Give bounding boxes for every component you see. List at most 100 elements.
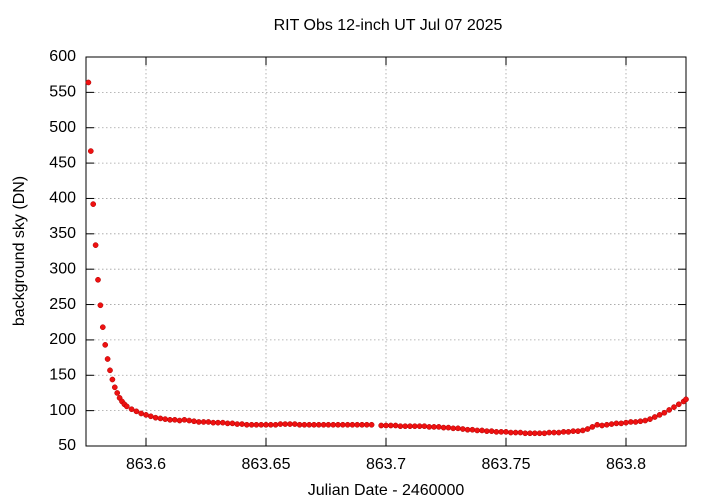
data-point [311, 421, 317, 428]
data-point [527, 430, 533, 437]
data-point [536, 430, 543, 437]
data-point [167, 416, 173, 423]
data-point [200, 419, 207, 425]
data-point [411, 423, 418, 430]
data-point [239, 421, 245, 427]
data-point [282, 421, 289, 427]
data-point [191, 418, 197, 425]
data-point [392, 422, 399, 429]
data-point [560, 429, 567, 435]
data-point [205, 419, 212, 425]
x-tick-label: 863.6 [126, 456, 166, 473]
x-tick-label: 863.75 [482, 456, 531, 473]
data-point [229, 420, 236, 427]
plot-frame [85, 56, 687, 447]
data-point [675, 401, 682, 408]
data-point [627, 419, 634, 425]
data-point [445, 424, 452, 431]
data-point [152, 414, 159, 421]
data-point [87, 148, 94, 154]
data-point [111, 384, 118, 391]
data-point [407, 423, 413, 430]
data-point [435, 424, 442, 430]
data-point [253, 421, 260, 428]
data-point [618, 420, 625, 427]
data-point [623, 419, 629, 426]
x-axis-label: Julian Date - 2460000 [308, 482, 465, 499]
data-point [195, 419, 202, 425]
data-point [224, 420, 231, 427]
data-point [603, 421, 610, 428]
data-point [599, 422, 605, 429]
data-point [531, 430, 538, 437]
data-point [656, 412, 663, 418]
y-tick-label: 500 [49, 119, 76, 136]
data-point [368, 421, 375, 428]
data-point [107, 367, 113, 374]
data-point [128, 406, 135, 413]
data-point [296, 421, 303, 428]
data-point [272, 421, 279, 428]
data-point [647, 416, 653, 422]
data-point [330, 421, 337, 428]
data-point [95, 276, 101, 283]
data-point [363, 421, 370, 428]
data-point [92, 242, 99, 248]
data-point [632, 419, 639, 425]
data-point [551, 429, 557, 436]
data-point [488, 428, 495, 434]
data-point [642, 417, 649, 424]
y-tick-label: 550 [49, 84, 76, 101]
data-point [637, 418, 644, 425]
data-point [493, 429, 500, 435]
data-point [469, 426, 476, 433]
data-point [104, 356, 111, 362]
data-point [661, 409, 668, 416]
y-tick-label: 400 [49, 190, 76, 207]
data-point [325, 421, 332, 428]
data-point [575, 428, 581, 434]
data-point [512, 429, 519, 436]
y-tick-label: 100 [49, 402, 76, 419]
chart-title: RIT Obs 12-inch UT Jul 07 2025 [274, 17, 503, 34]
data-point [176, 417, 183, 424]
data-point [479, 427, 485, 434]
data-point [522, 430, 529, 437]
data-point [344, 421, 351, 428]
data-point [383, 422, 389, 429]
data-point [215, 419, 221, 426]
data-point [503, 429, 509, 435]
data-point [507, 429, 514, 436]
data-point [498, 429, 505, 435]
y-tick-label: 450 [49, 154, 76, 171]
y-tick-label: 250 [49, 296, 76, 313]
data-point [210, 419, 217, 426]
data-point [147, 413, 154, 420]
data-point [431, 424, 437, 430]
data-point [397, 423, 404, 430]
data-point [267, 421, 274, 428]
data-point [109, 376, 116, 383]
data-point [589, 424, 596, 430]
data-point [320, 421, 327, 428]
data-point [555, 429, 562, 436]
data-point [114, 390, 121, 396]
data-point [143, 412, 149, 418]
y-tick-label: 300 [49, 260, 76, 277]
data-point [301, 421, 308, 428]
data-point [416, 423, 423, 430]
data-point [287, 421, 293, 427]
data-point [613, 420, 620, 427]
data-point [162, 416, 169, 422]
data-point [85, 79, 92, 86]
data-point [464, 426, 471, 433]
data-point [455, 425, 461, 432]
data-point [258, 421, 265, 428]
data-point [102, 342, 109, 348]
data-point [666, 407, 673, 413]
data-point [90, 201, 97, 207]
data-point [123, 403, 130, 410]
data-point [315, 421, 322, 428]
